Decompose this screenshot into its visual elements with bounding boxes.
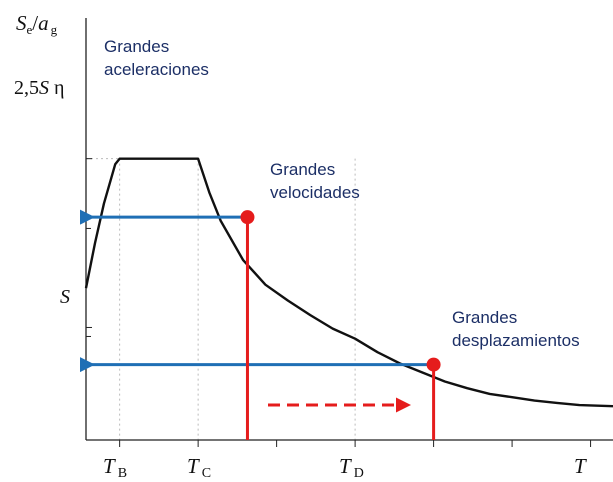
- y-tick-label-S: S: [60, 286, 70, 308]
- y-axis-label: Se/a g: [16, 11, 58, 37]
- marker-velocidades: [240, 210, 255, 225]
- x-axis-label: T: [574, 454, 587, 478]
- x-axis-ticks: [119, 440, 592, 447]
- spectrum-curve: [84, 157, 613, 408]
- y-axis-ticks: [86, 158, 92, 337]
- annotation-velocidades: Grandes velocidades: [270, 160, 360, 202]
- y-tick-label-2-5S-eta: 2,5S η: [14, 77, 64, 99]
- annotation-aceleraciones: Grandes aceleraciones: [104, 37, 209, 79]
- annotation-desplazamientos: Grandes desplazamientos: [452, 308, 580, 350]
- marker-desplazamientos: [426, 357, 441, 372]
